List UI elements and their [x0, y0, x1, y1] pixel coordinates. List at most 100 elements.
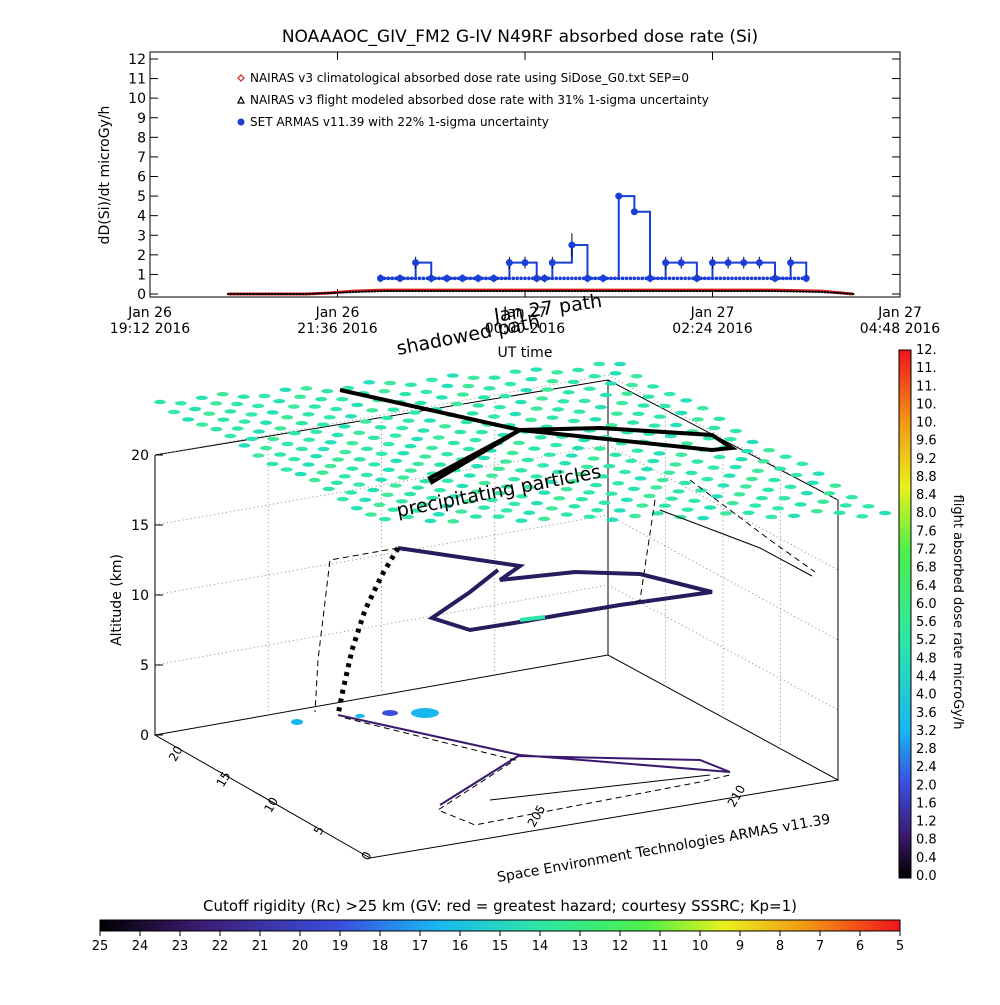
series-marker-triangle — [355, 290, 358, 293]
series-marker-triangle — [658, 290, 661, 293]
series-marker-baseline — [671, 276, 676, 281]
precipitation-particle — [359, 497, 372, 503]
series-marker-triangle — [845, 292, 848, 295]
series-marker-circle — [709, 259, 716, 267]
precipitation-particle — [441, 451, 454, 457]
series-marker-triangle — [467, 290, 470, 293]
series-marker-triangle — [749, 290, 751, 293]
precipitation-particle — [238, 443, 251, 448]
precipitation-particle — [478, 480, 491, 486]
precipitation-particle — [447, 519, 460, 524]
precipitation-particle — [470, 463, 483, 469]
precipitation-particle — [434, 487, 447, 493]
precipitation-particle — [390, 458, 403, 464]
series-marker-triangle — [542, 290, 545, 293]
precipitation-particle — [499, 393, 512, 399]
precipitation-particle — [829, 483, 842, 488]
series-marker-baseline — [741, 276, 746, 281]
precipitation-particle — [397, 450, 410, 456]
series-marker-baseline — [452, 276, 457, 281]
series-marker-triangle — [252, 293, 255, 295]
series-marker-triangle — [280, 293, 283, 295]
series-marker-baseline — [507, 276, 512, 281]
series-marker-triangle — [811, 290, 814, 293]
precipitation-particle — [401, 514, 414, 520]
series-marker-circle — [396, 274, 404, 282]
precipitation-particle — [523, 484, 536, 490]
dose-colorbar-tick-label: 11. — [916, 361, 937, 376]
series-marker-triangle — [730, 290, 733, 293]
precipitation-particle — [288, 431, 301, 436]
series-marker-triangle — [742, 290, 745, 293]
precipitation-particle — [274, 426, 287, 431]
series-marker-circle — [584, 274, 591, 282]
series-marker-triangle — [455, 290, 458, 293]
y3d-tick-label: 5 — [311, 824, 327, 838]
precipitation-particle — [605, 491, 618, 496]
series-marker-triangle — [674, 290, 676, 293]
precipitation-particle — [515, 518, 528, 523]
series-marker-baseline — [421, 276, 426, 281]
precipitation-particle — [375, 451, 388, 457]
series-marker-baseline — [437, 276, 441, 281]
flight-track-mid-accent — [519, 615, 546, 622]
series-marker-triangle — [608, 290, 611, 293]
series-marker-triangle — [239, 293, 242, 295]
precipitation-particle — [688, 498, 701, 504]
precipitation-particle — [426, 445, 439, 451]
series-marker-triangle — [799, 290, 801, 293]
series-marker-circle — [646, 274, 654, 282]
precipitation-particle — [455, 509, 468, 514]
series-marker-baseline — [663, 276, 668, 281]
precipitation-particle — [351, 402, 364, 408]
ground-track — [337, 714, 731, 806]
series-marker-triangle — [524, 290, 526, 293]
precipitation-particle — [583, 514, 596, 519]
precipitation-particle — [637, 403, 650, 408]
precipitation-particle — [591, 508, 604, 513]
precipitation-particle — [367, 487, 380, 493]
series-marker-baseline — [753, 276, 758, 281]
precipitation-particle — [441, 383, 454, 389]
grid-line — [154, 374, 609, 456]
x3d-tick-label: 205 — [525, 803, 549, 830]
precipitation-particle — [336, 397, 349, 402]
series-marker-triangle — [677, 290, 680, 293]
precipitation-particle — [565, 453, 578, 458]
series-marker-triangle — [427, 290, 430, 293]
precipitation-particle — [397, 475, 410, 480]
series-marker-triangle — [583, 290, 586, 293]
dose-colorbar-tick-label: 9.6 — [916, 434, 937, 449]
series-marker-triangle — [752, 290, 755, 293]
precipitation-particle — [583, 490, 596, 495]
precipitation-particle — [387, 407, 400, 412]
precipitation-particle — [389, 433, 402, 438]
precipitation-particle — [432, 512, 445, 517]
dose-colorbar-tick-label: 4.4 — [916, 669, 937, 684]
series-line-armas — [380, 195, 808, 280]
series-marker-circle — [548, 259, 556, 267]
y-tick-label: 11 — [128, 72, 146, 88]
rigidity-tick-label: 25 — [92, 939, 109, 954]
series-marker-baseline — [714, 276, 719, 281]
series-marker-circle — [459, 274, 466, 282]
precipitation-particle — [353, 482, 366, 487]
precipitation-particle — [685, 470, 698, 476]
series-marker-baseline — [511, 276, 516, 281]
series-marker-baseline — [745, 276, 750, 281]
series-marker-baseline — [409, 276, 414, 281]
precipitation-particle — [588, 373, 601, 379]
dose-colorbar-tick-label: 0.4 — [916, 851, 937, 866]
series-marker-triangle — [377, 290, 380, 293]
series-marker-baseline — [675, 276, 680, 281]
precipitation-particle — [366, 408, 379, 413]
series-marker-circle — [755, 259, 763, 267]
precipitation-particle — [550, 442, 563, 448]
series-marker-baseline — [792, 276, 797, 281]
series-marker-triangle — [367, 290, 370, 293]
x-tick-label: Jan 26 — [315, 305, 360, 321]
precipitation-particle — [245, 412, 258, 417]
precipitation-particle — [224, 409, 237, 414]
